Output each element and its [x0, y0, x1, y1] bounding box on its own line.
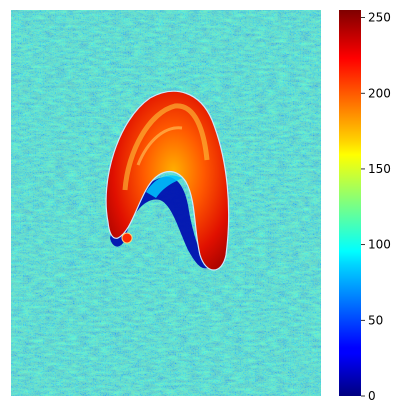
crescent-object — [105, 90, 230, 271]
colorbar-tick-label: 200 — [368, 86, 391, 100]
object-inner-edge — [146, 175, 182, 198]
colorbar-tick-label: 100 — [368, 238, 391, 252]
object-spot — [121, 232, 133, 244]
colorbar-ticks: 0 50 100 150 200 250 — [361, 11, 391, 403]
colorbar-tick-label: 0 — [368, 389, 376, 403]
object-highlight — [136, 126, 183, 166]
heatmap-image — [11, 10, 321, 396]
colorbar-tick-label: 250 — [368, 11, 391, 25]
object-highlight — [122, 103, 210, 191]
colorbar-tick-label: 50 — [368, 313, 383, 327]
colorbar-tick-label: 150 — [368, 162, 391, 176]
colorbar-gradient — [339, 10, 361, 396]
colorbar: 0 50 100 150 200 250 — [339, 10, 391, 403]
